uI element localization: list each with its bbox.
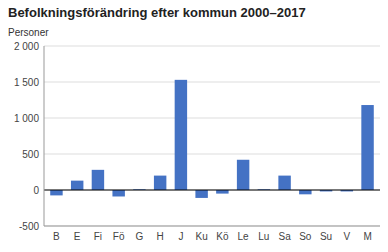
zero-line — [44, 190, 380, 191]
x-tick-label: J — [178, 231, 183, 242]
x-tick-label: So — [299, 231, 312, 242]
chart-container: Befolkningsförändring efter kommun 2000–… — [0, 0, 388, 252]
x-tick-label: G — [136, 231, 144, 242]
grid-line — [44, 190, 380, 191]
x-tick-label: M — [363, 231, 371, 242]
x-tick-label: Sa — [278, 231, 291, 242]
bar — [71, 181, 83, 190]
x-tick-label: Fi — [94, 231, 102, 242]
grid-line — [44, 82, 380, 83]
y-tick-label: 1 500 — [14, 77, 39, 88]
grid-line — [44, 226, 380, 227]
bar — [154, 176, 166, 190]
y-tick-label: 2 000 — [14, 41, 39, 52]
x-tick-label: Kö — [216, 231, 229, 242]
x-tick-label: Ku — [196, 231, 208, 242]
y-tick-label: -500 — [19, 221, 39, 232]
x-tick-label: H — [157, 231, 164, 242]
bar — [216, 190, 228, 194]
bar — [195, 190, 207, 198]
bar — [92, 170, 104, 190]
x-tick-label: Le — [238, 231, 250, 242]
bar — [112, 190, 124, 196]
y-tick-label: 1 000 — [14, 113, 39, 124]
y-axis-line — [44, 46, 45, 226]
title: Befolkningsförändring efter kommun 2000–… — [8, 5, 306, 20]
grid-line — [44, 154, 380, 155]
x-tick-label: Fö — [113, 231, 125, 242]
y-tick-label: 500 — [22, 149, 39, 160]
bars — [50, 80, 374, 198]
grid — [44, 46, 380, 226]
bar — [50, 190, 62, 195]
x-tick-label: Su — [320, 231, 332, 242]
bar — [278, 176, 290, 190]
grid-line — [44, 118, 380, 119]
x-tick-label: Lu — [258, 231, 269, 242]
bar — [175, 80, 187, 190]
x-tick-label: B — [53, 231, 60, 242]
grid-line — [44, 46, 380, 47]
bar — [299, 190, 311, 194]
bar — [361, 105, 373, 190]
y-axis-label: Personer — [8, 27, 49, 38]
x-tick-label: V — [343, 231, 350, 242]
chart-svg: Befolkningsförändring efter kommun 2000–… — [0, 0, 388, 252]
bar — [237, 160, 249, 190]
y-tick-label: 0 — [33, 185, 39, 196]
x-tick-label: E — [74, 231, 81, 242]
x-axis-line — [44, 226, 380, 227]
